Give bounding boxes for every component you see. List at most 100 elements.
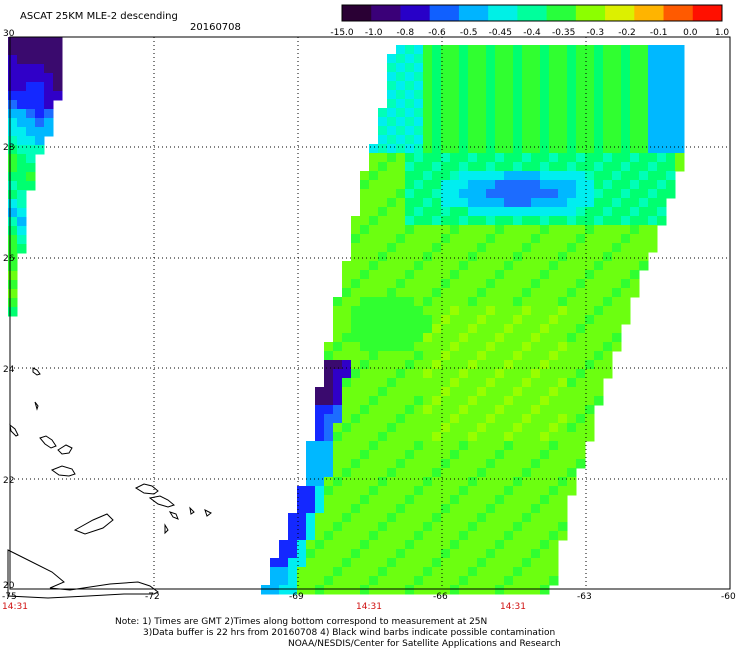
data-cell — [540, 432, 550, 442]
data-cell — [351, 495, 361, 505]
data-cell — [657, 135, 667, 145]
data-cell — [531, 315, 541, 325]
data-cell — [396, 234, 406, 244]
data-cell — [495, 207, 505, 217]
data-cell — [540, 81, 550, 91]
data-cell — [567, 405, 577, 415]
data-cell — [540, 369, 550, 379]
data-cell — [477, 513, 487, 523]
data-cell — [333, 558, 343, 568]
data-cell — [504, 153, 514, 163]
lat-tick-labels: 30 28 26 24 22 20 — [3, 29, 15, 591]
data-cell — [513, 180, 523, 190]
data-cell — [558, 423, 568, 433]
data-cell — [387, 495, 397, 505]
data-cell — [414, 549, 424, 559]
data-cell — [567, 135, 577, 145]
data-cell — [540, 225, 550, 235]
data-cell — [477, 414, 487, 424]
data-cell — [414, 90, 424, 100]
data-cell — [360, 297, 370, 307]
data-cell — [468, 81, 478, 91]
data-cell — [8, 91, 18, 101]
data-cell — [585, 54, 595, 64]
data-cell — [648, 180, 658, 190]
data-cell — [423, 270, 433, 280]
data-cell — [378, 396, 388, 406]
data-cell — [333, 378, 343, 388]
data-cell — [423, 531, 433, 541]
data-cell — [558, 432, 568, 442]
data-cell — [360, 531, 370, 541]
data-cell — [360, 207, 370, 217]
data-cell — [612, 180, 622, 190]
data-cell — [414, 126, 424, 136]
data-cell — [423, 522, 433, 532]
data-cell — [423, 63, 433, 73]
data-cell — [558, 198, 568, 208]
data-cell — [576, 144, 586, 154]
data-cell — [414, 297, 424, 307]
data-cell — [585, 225, 595, 235]
data-cell — [567, 108, 577, 118]
data-cell — [477, 450, 487, 460]
data-cell — [414, 486, 424, 496]
lon-tick-75: -75 — [2, 592, 17, 602]
data-cell — [513, 468, 523, 478]
data-cell — [513, 117, 523, 127]
data-cell — [17, 118, 27, 128]
data-cell — [630, 198, 640, 208]
data-cell — [576, 234, 586, 244]
data-cell — [360, 414, 370, 424]
data-cell — [522, 315, 532, 325]
data-cell — [387, 549, 397, 559]
data-cell — [333, 531, 343, 541]
data-cell — [540, 585, 550, 595]
data-cell — [522, 126, 532, 136]
data-cell — [549, 486, 559, 496]
data-cell — [369, 459, 379, 469]
data-cell — [369, 531, 379, 541]
data-cell — [594, 378, 604, 388]
data-cell — [342, 378, 352, 388]
data-cell — [657, 153, 667, 163]
data-cell — [504, 90, 514, 100]
data-cell — [513, 540, 523, 550]
data-cell — [603, 261, 613, 271]
data-cell — [387, 522, 397, 532]
data-cell — [477, 207, 487, 217]
data-cell — [360, 450, 370, 460]
data-cell — [549, 315, 559, 325]
data-cell — [342, 486, 352, 496]
data-cell — [522, 387, 532, 397]
data-cell — [279, 549, 289, 559]
data-cell — [414, 540, 424, 550]
data-cell — [405, 333, 415, 343]
data-cell — [621, 225, 631, 235]
data-cell — [648, 198, 658, 208]
data-cell — [369, 468, 379, 478]
colorbar-segment — [488, 5, 518, 21]
data-cell — [522, 504, 532, 514]
data-cell — [396, 90, 406, 100]
data-cell — [432, 81, 442, 91]
data-cell — [594, 288, 604, 298]
data-cell — [360, 477, 370, 487]
data-cell — [450, 315, 460, 325]
data-cell — [585, 171, 595, 181]
data-cell — [432, 216, 442, 226]
data-cell — [477, 531, 487, 541]
data-cell — [351, 450, 361, 460]
data-cell — [459, 414, 469, 424]
data-cell — [513, 558, 523, 568]
data-cell — [369, 360, 379, 370]
data-cell — [495, 585, 505, 595]
data-cell — [540, 396, 550, 406]
data-cell — [423, 252, 433, 262]
data-cell — [450, 495, 460, 505]
data-cell — [558, 315, 568, 325]
data-cell — [441, 513, 451, 523]
data-cell — [432, 450, 442, 460]
data-cell — [405, 225, 415, 235]
data-cell — [405, 468, 415, 478]
